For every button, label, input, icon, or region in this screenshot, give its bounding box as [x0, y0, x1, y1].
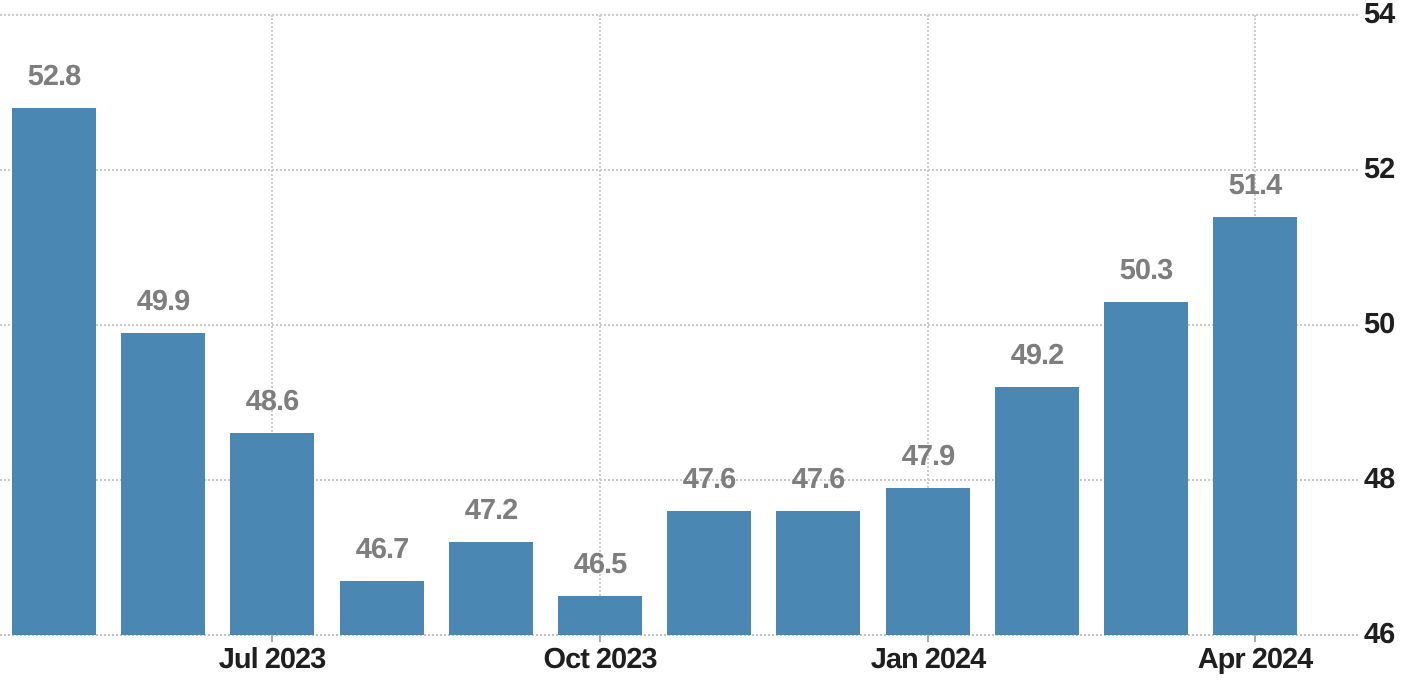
bar-value-label: 51.4 — [1228, 169, 1282, 201]
x-axis-tick-mark — [271, 635, 274, 642]
bar[interactable] — [1104, 302, 1188, 635]
horizontal-gridline — [0, 14, 1358, 16]
bar[interactable] — [667, 511, 751, 635]
bar[interactable] — [340, 581, 424, 635]
bar[interactable] — [995, 387, 1079, 635]
bar-value-label: 52.8 — [27, 60, 81, 92]
bar-value-label: 49.2 — [1010, 339, 1064, 371]
y-axis-tick-label: 46 — [1364, 618, 1395, 650]
bar-value-label: 48.6 — [245, 385, 299, 417]
x-axis-line — [0, 634, 1358, 636]
x-axis-tick-label: Oct 2023 — [543, 643, 658, 675]
bar[interactable] — [12, 108, 96, 635]
bar[interactable] — [230, 433, 314, 635]
y-axis-tick-label: 52 — [1364, 153, 1395, 185]
horizontal-gridline — [0, 324, 1358, 326]
y-axis-tick-label: 54 — [1364, 0, 1395, 30]
bar[interactable] — [121, 333, 205, 635]
bar-value-label: 47.6 — [682, 463, 736, 495]
bar[interactable] — [449, 542, 533, 635]
horizontal-gridline — [0, 479, 1358, 481]
bar-value-label: 47.9 — [901, 440, 955, 472]
x-axis-tick-label: Jul 2023 — [218, 643, 326, 675]
bar-value-label: 46.5 — [573, 548, 627, 580]
bar[interactable] — [558, 596, 642, 635]
y-axis-tick-label: 48 — [1364, 463, 1395, 495]
bar[interactable] — [886, 488, 970, 635]
bar[interactable] — [1213, 217, 1297, 635]
x-axis-tick-mark — [926, 635, 929, 642]
bar-value-label: 50.3 — [1119, 254, 1173, 286]
x-axis-tick-label: Jan 2024 — [870, 643, 987, 675]
bar-value-label: 49.9 — [136, 285, 190, 317]
bar[interactable] — [776, 511, 860, 635]
bar-value-label: 46.7 — [355, 533, 409, 565]
y-axis-tick-label: 50 — [1364, 308, 1395, 340]
x-axis-tick-mark — [1254, 635, 1257, 642]
horizontal-gridline — [0, 169, 1358, 171]
bar-value-label: 47.6 — [791, 463, 845, 495]
x-axis-tick-mark — [599, 635, 601, 642]
x-axis-tick-label: Apr 2024 — [1197, 643, 1314, 675]
bar-value-label: 47.2 — [464, 494, 518, 526]
